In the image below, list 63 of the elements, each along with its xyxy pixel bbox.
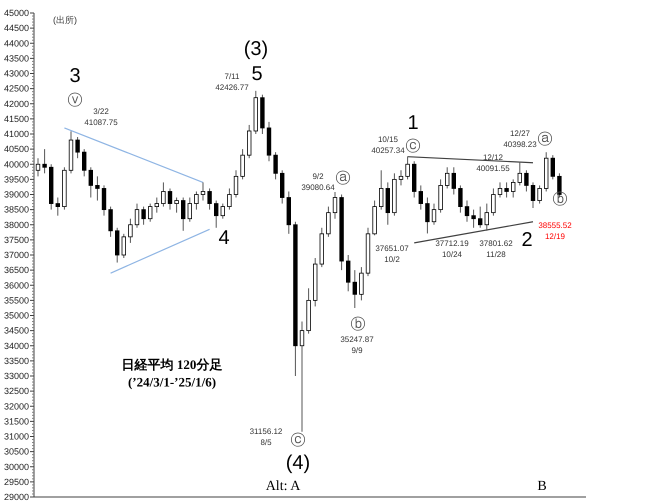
y-tick-label: 37500 (4, 234, 29, 245)
annotation: 12/27 40398.23 (503, 128, 537, 148)
annotation: 7/11 42426.77 (215, 72, 249, 92)
y-tick-label: 32000 (4, 401, 29, 412)
y-tick-label: 37000 (4, 250, 29, 260)
annotation: Alt: A (266, 478, 300, 494)
annotation: 35247.87 9/9 (340, 334, 374, 354)
y-tick-label: 45000 (4, 8, 29, 18)
annotation: ⓑ (552, 190, 568, 208)
annotation: ⓥ (68, 92, 82, 108)
annotation: 3 (69, 65, 81, 87)
annotation: 38555.52 12/19 (538, 220, 572, 240)
y-tick-label: 32500 (4, 386, 29, 396)
annotation: 3/22 41087.75 (84, 106, 118, 126)
annotation: 12/12 40091.55 (476, 152, 510, 172)
y-tick-label: 34500 (4, 326, 29, 336)
annotation: (3) (244, 38, 268, 60)
annotation: 37712.19 10/24 (435, 238, 469, 258)
y-tick-label: 38000 (4, 220, 29, 230)
y-tick-label: 36000 (4, 280, 29, 290)
annotation: 9/2 39080.64 (301, 172, 335, 192)
annotation: 5 (251, 63, 263, 85)
annotation: ⓐ (538, 130, 552, 148)
y-tick-label: 39500 (4, 174, 29, 184)
y-tick-label: 44000 (4, 38, 29, 48)
annotation: ⓑ (350, 316, 366, 332)
y-tick-label: 43000 (4, 68, 29, 78)
y-tick-label: 29500 (4, 476, 29, 487)
annotation: B (537, 478, 547, 494)
y-tick-label: 36500 (4, 265, 29, 276)
y-tick-label: 30000 (4, 462, 29, 472)
annotation: 10/15 40257.34 (371, 134, 405, 154)
y-tick-label: 35500 (4, 295, 29, 306)
y-tick-label: 41500 (4, 114, 29, 124)
y-tick-label: 35000 (4, 310, 29, 320)
y-tick-label: 44500 (4, 23, 29, 34)
annotation: 2 (521, 229, 533, 251)
y-tick-label: 42500 (4, 84, 29, 94)
y-tick-label: 40000 (4, 159, 29, 170)
annotation: 4 (218, 227, 230, 249)
annotation: 37651.07 10/2 (375, 244, 409, 264)
y-tick-label: 40500 (4, 144, 29, 154)
annotation: ⓒ (290, 432, 306, 448)
y-tick-label: 39000 (4, 190, 29, 200)
annotation: 31156.12 8/5 (250, 426, 282, 446)
y-tick-label: 43500 (4, 53, 29, 64)
y-tick-label: 29000 (4, 492, 29, 502)
annotation: ⓐ (336, 170, 350, 186)
y-tick-label: 31500 (4, 416, 29, 426)
annotation: (4) (286, 452, 310, 474)
annotation: 日経平均 120分足 (’24/3/1-’25/1/6) (122, 356, 222, 390)
y-tick-label: 42000 (4, 98, 29, 109)
annotation: 1 (407, 112, 419, 134)
y-tick-label: 38500 (4, 204, 29, 215)
y-tick-label: 41000 (4, 129, 29, 139)
y-tick-label: 33000 (4, 371, 29, 381)
y-tick-label: 33500 (4, 356, 29, 366)
annotation: ⓒ (406, 138, 420, 154)
annotation: 37801.62 11/28 (479, 238, 513, 258)
annotation: (出所) (53, 15, 77, 25)
y-tick-label: 31000 (4, 432, 29, 442)
y-tick-label: 30500 (4, 446, 29, 457)
y-tick-label: 34000 (4, 340, 29, 351)
